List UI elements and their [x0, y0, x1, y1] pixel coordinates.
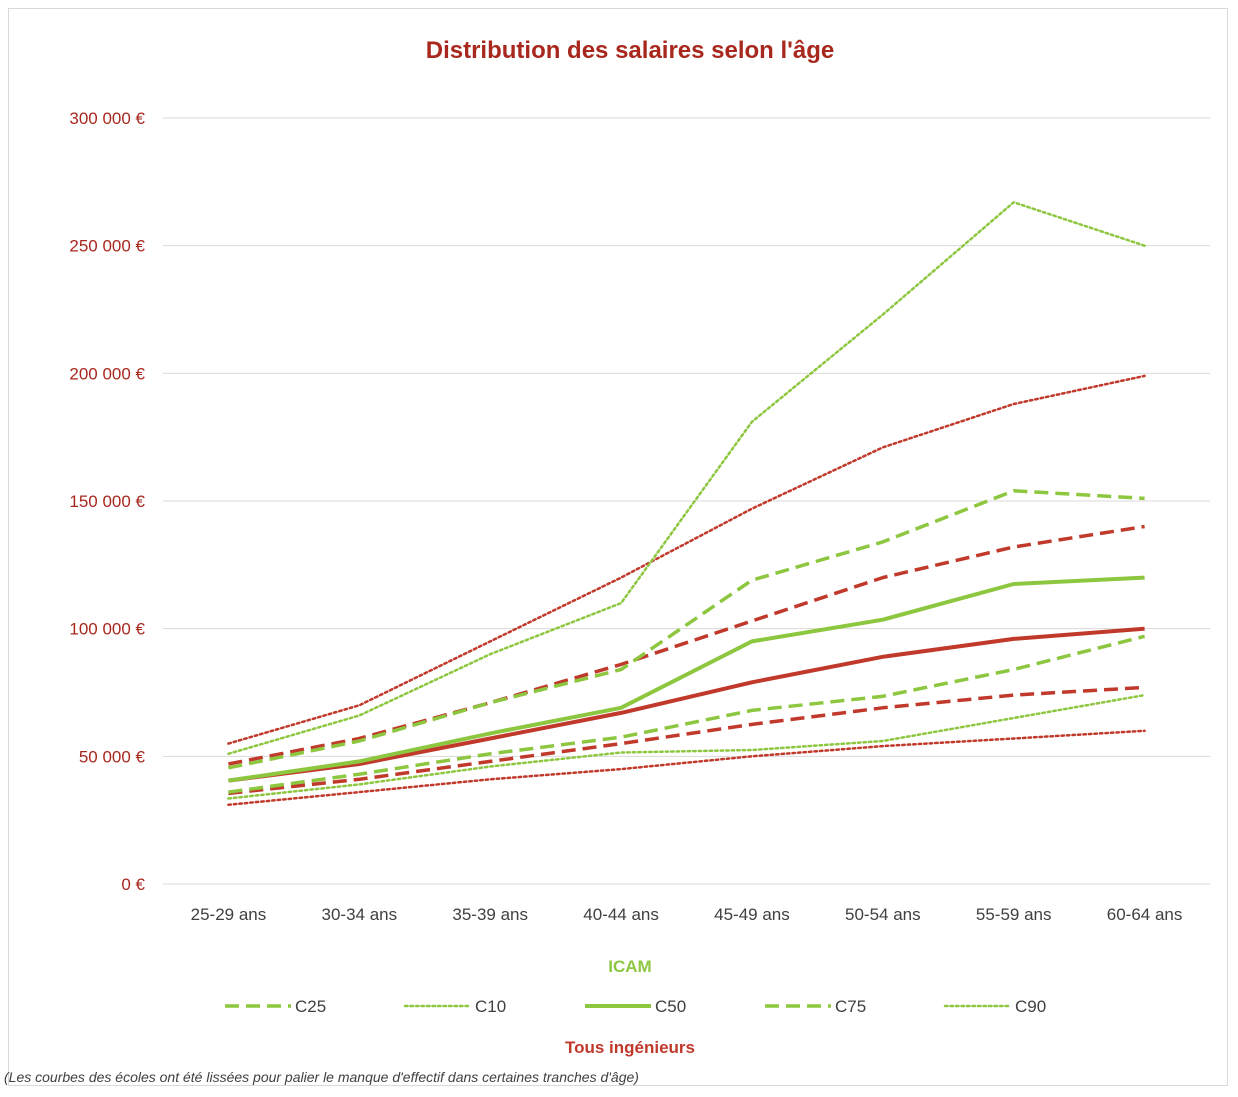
- series-line-icam-c25: [228, 634, 1146, 794]
- series-line-icam-c90: [227, 201, 1146, 756]
- series-line-icam-c75: [228, 489, 1145, 770]
- legend-label-c90: C90: [1015, 997, 1046, 1016]
- y-tick-label: 200 000 €: [69, 364, 145, 383]
- series-line-tous-c90: [227, 374, 1146, 745]
- legend-label-c25: C25: [295, 997, 326, 1016]
- series-line-icam-c50: [228, 575, 1145, 783]
- chart-frame: [8, 8, 1228, 1086]
- y-tick-label: 0 €: [121, 875, 145, 894]
- x-tick-label: 45-49 ans: [714, 905, 790, 924]
- legend-label-c75: C75: [835, 997, 866, 1016]
- series-line-icam-c10: [227, 693, 1146, 800]
- y-tick-label: 300 000 €: [69, 109, 145, 128]
- y-tick-label: 250 000 €: [69, 237, 145, 256]
- series-lines: [227, 201, 1146, 807]
- y-tick-label: 150 000 €: [69, 492, 145, 511]
- legend: C25 C10 C50 C75 C90: [225, 997, 1046, 1016]
- x-tick-label: 55-59 ans: [976, 905, 1052, 924]
- x-tick-label: 40-44 ans: [583, 905, 659, 924]
- x-tick-label: 35-39 ans: [452, 905, 528, 924]
- series-line-tous-c50: [228, 626, 1145, 783]
- legend-label-c50: C50: [655, 997, 686, 1016]
- x-tick-label: 25-29 ans: [191, 905, 267, 924]
- legend-group-tous-ingenieurs: Tous ingénieurs: [565, 1038, 695, 1057]
- chart-title: Distribution des salaires selon l'âge: [426, 37, 835, 64]
- y-axis-ticks: 0 € 50 000 € 100 000 € 150 000 € 200 000 € 25…: [69, 109, 145, 894]
- x-tick-label: 50-54 ans: [845, 905, 921, 924]
- x-axis-ticks: 25-29 ans 30-34 ans 35-39 ans 40-44 ans 45-4…: [191, 905, 1183, 924]
- gridlines: [163, 117, 1210, 885]
- x-tick-label: 30-34 ans: [322, 905, 398, 924]
- series-line-tous-c75: [228, 524, 1145, 766]
- series-line-tous-c10: [227, 729, 1146, 807]
- y-tick-label: 50 000 €: [79, 747, 146, 766]
- footnote: (Les courbes des écoles ont été lissées …: [4, 1069, 639, 1085]
- legend-label-c10: C10: [475, 997, 506, 1016]
- legend-group-icam: ICAM: [608, 957, 651, 976]
- series-line-tous-c25: [228, 685, 1145, 796]
- y-tick-label: 100 000 €: [69, 620, 145, 639]
- x-tick-label: 60-64 ans: [1107, 905, 1183, 924]
